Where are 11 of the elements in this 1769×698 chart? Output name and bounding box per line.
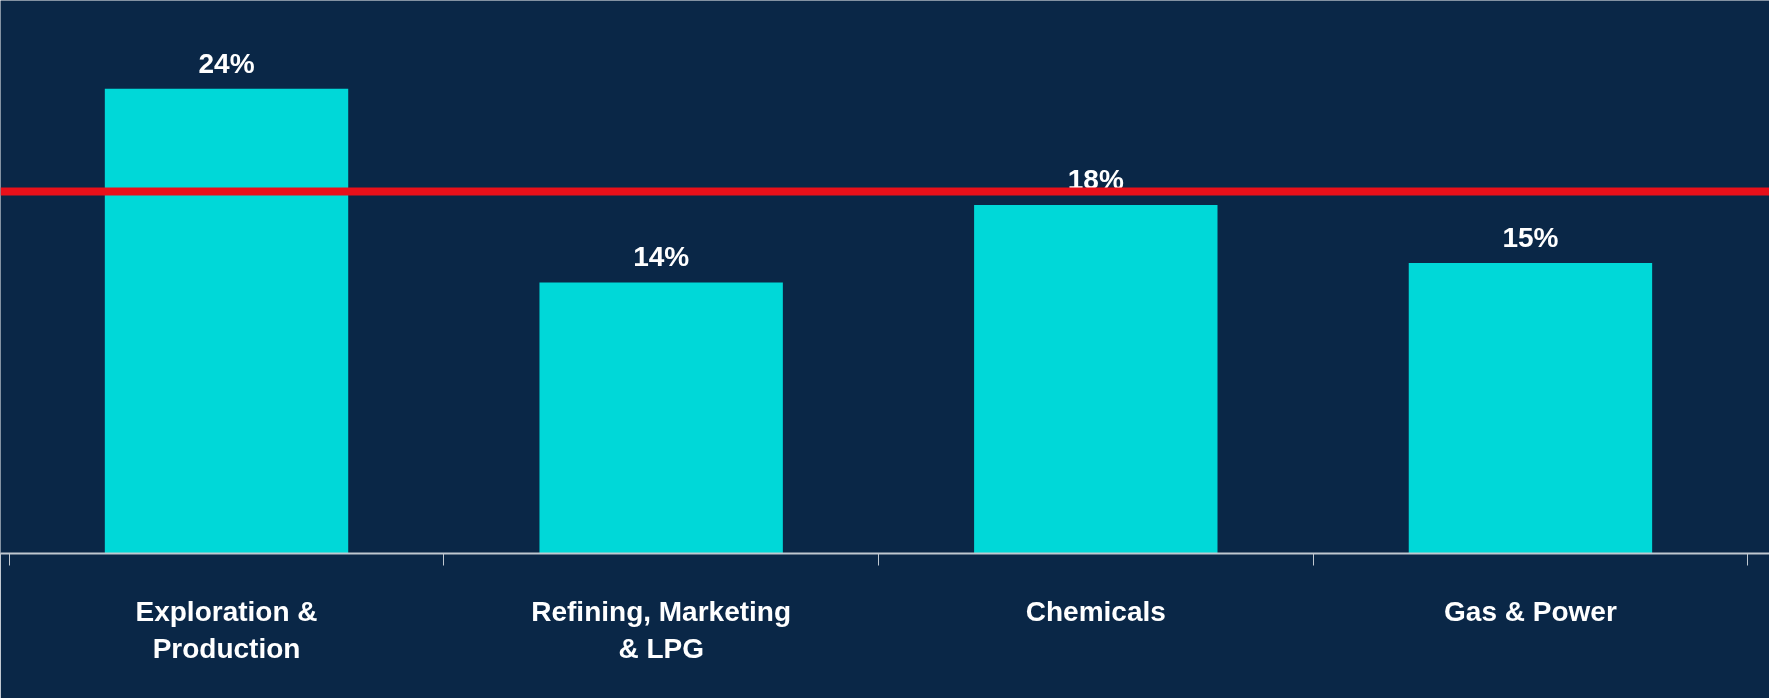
bar xyxy=(974,204,1218,554)
bar xyxy=(539,282,783,554)
x-tick-label: Refining, Marketing & LPG xyxy=(531,595,792,664)
bar xyxy=(1408,263,1653,554)
data-label: 14% xyxy=(633,241,690,273)
data-label: 24% xyxy=(198,47,255,79)
x-tick-label: Exploration & Production xyxy=(135,595,318,664)
data-label: 15% xyxy=(1502,222,1559,254)
bar xyxy=(104,88,349,554)
x-tick-label: Chemicals xyxy=(1025,595,1166,627)
x-tick-label: Gas & Power xyxy=(1444,595,1617,627)
